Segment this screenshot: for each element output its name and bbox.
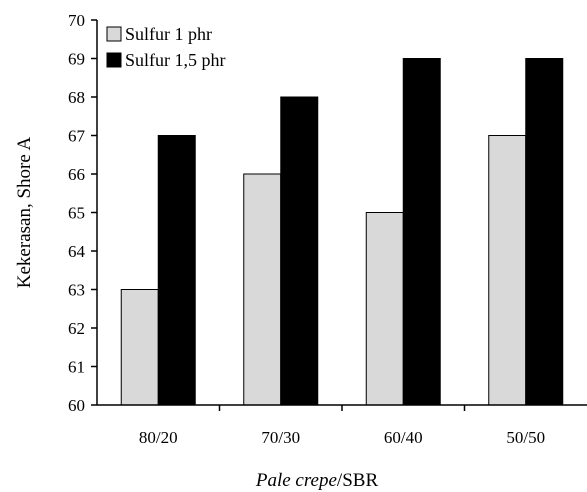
y-tick-label: 61 xyxy=(68,358,85,377)
y-tick-label: 62 xyxy=(68,319,85,338)
x-axis-label-rest: /SBR xyxy=(337,470,379,491)
x-tick-label: 60/40 xyxy=(384,428,423,447)
y-tick-label: 69 xyxy=(68,50,85,69)
bar-sulfur-1-5-80-20 xyxy=(157,135,196,406)
legend-swatch xyxy=(106,52,122,68)
x-tick-label: 50/50 xyxy=(506,428,545,447)
x-tick-label: 80/20 xyxy=(139,428,178,447)
bar-sulfur-1-60-40 xyxy=(365,212,404,406)
bar-sulfur-1-5-70-30 xyxy=(280,96,319,406)
bar-sulfur-1-5-50-50 xyxy=(525,58,564,406)
bars xyxy=(120,58,564,406)
y-tick-label: 66 xyxy=(68,165,85,184)
legend-swatch xyxy=(106,26,122,42)
legend-label: Sulfur 1 phr xyxy=(125,24,212,44)
y-tick-label: 65 xyxy=(68,204,85,223)
bar-sulfur-1-50-50 xyxy=(488,135,527,406)
y-tick-label: 64 xyxy=(68,242,86,261)
x-axis-ticks: 80/20 70/30 60/40 50/50 xyxy=(139,405,545,447)
x-axis-label: Pale crepe/SBR xyxy=(255,470,379,491)
y-tick-label: 70 xyxy=(68,11,85,30)
legend: Sulfur 1 phr Sulfur 1,5 phr xyxy=(106,24,226,70)
y-tick-label: 60 xyxy=(68,396,85,415)
bar-sulfur-1-5-60-40 xyxy=(402,58,441,406)
bar-sulfur-1-70-30 xyxy=(243,173,282,406)
y-axis-label: Kekerasan, Shore A xyxy=(14,137,35,289)
legend-label: Sulfur 1,5 phr xyxy=(125,50,226,70)
y-tick-label: 63 xyxy=(68,281,85,300)
x-tick-label: 70/30 xyxy=(261,428,300,447)
bar-sulfur-1-80-20 xyxy=(120,289,159,406)
y-tick-label: 67 xyxy=(68,127,86,146)
y-tick-label: 68 xyxy=(68,88,85,107)
y-axis-ticks: 60 61 62 63 64 65 66 67 68 69 70 xyxy=(68,11,97,415)
x-axis-label-italic: Pale crepe xyxy=(255,470,337,491)
